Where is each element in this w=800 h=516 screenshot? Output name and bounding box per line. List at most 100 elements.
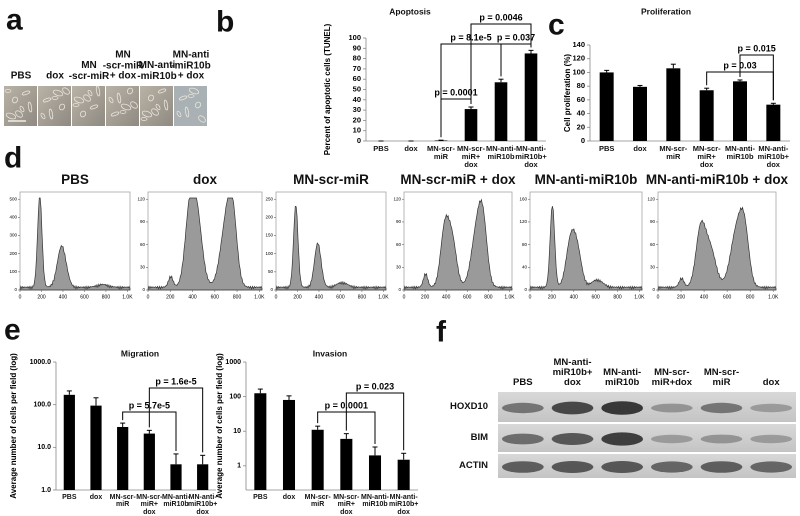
y-tick-label: 10.0 (37, 444, 51, 451)
panel-label: c (548, 8, 565, 42)
bar (633, 86, 647, 141)
x-tick-label: 800 (613, 294, 622, 300)
y-tick-label: 60 (396, 242, 402, 247)
y-tick-label: 120 (393, 196, 401, 201)
panel-label: a (6, 3, 23, 37)
lane-label: MN-anti- miR10b+ dox (552, 357, 593, 389)
x-tick-label: 200 (548, 294, 557, 300)
blot-strip (498, 424, 796, 452)
bar (397, 459, 410, 490)
significance-bracket (739, 54, 774, 101)
histogram-title: MN-scr-miR + dox (400, 171, 516, 187)
x-tick-label: 600 (463, 294, 472, 300)
y-tick-label: 60 (577, 95, 585, 104)
p-value-annotation: p = 0.037 (497, 32, 535, 42)
cell-shape (73, 96, 85, 104)
y-tick-label: 200 (265, 215, 273, 220)
x-tick-label: MN-scr- miR (109, 494, 136, 509)
y-tick-label: 70 (353, 64, 361, 73)
bar (311, 429, 324, 490)
condition-label: MN-anti -miR10b + dox (171, 49, 211, 82)
panel-label: f (436, 315, 446, 349)
cell-shape (126, 87, 134, 95)
y-tick-label: 0 (357, 136, 361, 145)
blot-strip (498, 454, 796, 478)
x-tick-label: 1.0K (122, 294, 133, 300)
y-tick-label: 1.0 (41, 487, 51, 494)
cell-shape (72, 103, 80, 107)
cell-shape (11, 96, 19, 104)
y-tick-label: 10 (353, 126, 361, 135)
histogram-title: PBS (61, 171, 89, 187)
y-axis-label: Percent of apoptotic cells (TUNEL) (323, 23, 332, 155)
y-tick-label: 120 (519, 219, 527, 224)
y-tick-label: 20 (353, 115, 361, 124)
x-tick-label: 800 (102, 294, 111, 300)
x-tick-label: MN-scr- miR (304, 494, 331, 509)
cell-shape (62, 87, 70, 95)
x-tick-label: 800 (746, 294, 755, 300)
y-tick-label: 1000.0 (30, 359, 52, 366)
blot-band (750, 461, 793, 473)
x-tick-label: 1.0K (504, 294, 515, 300)
cell-shape (108, 96, 114, 104)
cell-shape (140, 117, 148, 121)
histogram-title: dox (192, 171, 218, 187)
lane-label: MN-scr- miR+dox (651, 367, 693, 389)
blot-band (501, 461, 544, 473)
cell-shape (19, 105, 25, 113)
y-tick-label: 40 (353, 95, 361, 104)
y-tick-label: 80 (577, 81, 585, 90)
y-tick-label: 30 (396, 265, 402, 270)
x-tick-label: 200 (37, 294, 46, 300)
y-tick-label: 60 (140, 242, 146, 247)
lane-label: dox (762, 377, 780, 389)
chart-title: Migration (120, 348, 160, 359)
x-tick-label: PBS (598, 144, 615, 153)
p-value-annotation: p = 0.0001 (434, 87, 477, 97)
x-tick-label: MN-anti- miR10b (725, 144, 755, 161)
cell-shape (89, 104, 99, 110)
significance-bracket (148, 387, 204, 453)
x-tick-label: 0 (19, 294, 22, 300)
x-tick-label: 0 (275, 294, 278, 300)
cell-shape (198, 115, 206, 123)
lane-label: MN-scr- miR (703, 367, 740, 389)
y-tick-label: 50 (268, 269, 274, 274)
x-tick-label: MN-anti- miR10b (361, 494, 389, 509)
blot-row-label: ACTIN (458, 460, 488, 472)
y-tick-label: 300 (9, 233, 17, 238)
cell-shape (51, 96, 59, 100)
blot-strip (498, 392, 796, 422)
y-tick-label: 90 (396, 219, 402, 224)
y-tick-label: 0 (142, 287, 145, 292)
cell-shape (176, 110, 182, 118)
histogram-title: MN-anti-miR10b + dox (645, 171, 789, 187)
x-tick-label: 600 (80, 294, 89, 300)
lane-label: MN-anti- miR10b (603, 367, 642, 389)
panel-label: b (216, 5, 235, 39)
y-tick-label: 0 (270, 287, 273, 292)
x-tick-label: MN-anti- miR10b+ dox (187, 494, 218, 516)
x-tick-label: 200 (677, 294, 686, 300)
x-tick-label: PBS (253, 494, 268, 501)
x-tick-label: 800 (484, 294, 493, 300)
y-axis-label: Cell proliferation (%) (563, 54, 572, 133)
x-tick-label: MN-anti- miR10b (162, 494, 190, 509)
cell-shape (178, 95, 188, 101)
x-tick-label: 600 (336, 294, 345, 300)
x-tick-label: MN-anti- miR10b+ dox (515, 144, 547, 169)
blot-band (551, 401, 594, 415)
cell-shape (79, 110, 87, 118)
bar (733, 81, 747, 141)
cell-shape (95, 85, 101, 97)
cell-shape (42, 97, 52, 103)
cell-shape (163, 99, 169, 111)
cell-shape (52, 89, 64, 97)
bar (699, 90, 714, 141)
cell-shape (130, 101, 138, 109)
y-tick-label: 120 (647, 196, 655, 201)
histogram-curve (19, 197, 131, 291)
cell-shape (151, 108, 159, 116)
y-tick-label: 90 (353, 43, 361, 52)
